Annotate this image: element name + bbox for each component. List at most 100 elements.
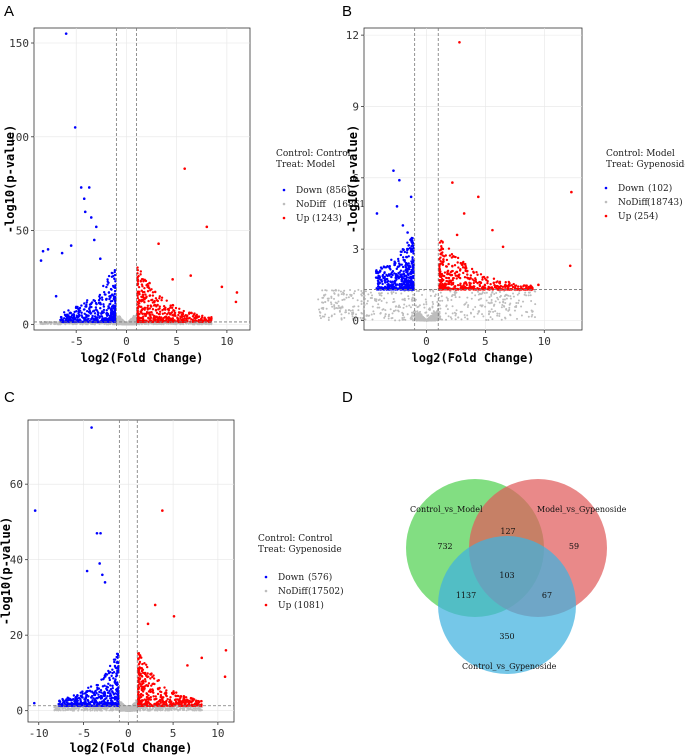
up-point — [447, 286, 450, 289]
up-point — [146, 285, 149, 289]
nodiff-point — [363, 294, 366, 297]
up-point — [203, 317, 206, 320]
x-axis-ticks: -5 0 5 10 — [70, 330, 234, 348]
down-point — [407, 273, 410, 277]
y-tick-label: 0 — [352, 314, 359, 327]
up-point — [152, 317, 155, 320]
up-outlier — [220, 285, 224, 289]
down-point — [94, 308, 98, 311]
down-point — [387, 273, 391, 276]
nodiff-point — [509, 314, 512, 317]
up-point — [512, 282, 515, 286]
nodiff-point — [401, 298, 404, 301]
nodiff-point — [409, 306, 412, 309]
nodiff-point — [394, 305, 397, 308]
up-point — [460, 263, 463, 266]
nodiff-point — [379, 311, 382, 314]
nodiff-point — [482, 315, 485, 318]
down-point — [83, 318, 86, 322]
up-point — [181, 312, 184, 316]
legend-down-count: (856) — [326, 185, 350, 196]
up-point — [439, 282, 442, 286]
up-point — [146, 311, 149, 315]
up-point — [165, 317, 169, 320]
down-point — [107, 307, 110, 310]
down-point — [390, 275, 393, 279]
up-point — [180, 315, 184, 319]
nodiff-point — [319, 317, 322, 320]
up-point — [160, 296, 164, 299]
nodiff-point — [502, 305, 505, 308]
nodiff-point — [364, 290, 367, 293]
up-point — [439, 256, 442, 259]
up-point — [474, 280, 478, 284]
down-outlier — [41, 249, 45, 253]
nodiff-point — [529, 294, 532, 297]
nodiff-point — [386, 292, 389, 295]
down-point — [80, 311, 83, 314]
nodiff-point — [330, 314, 333, 317]
up-point — [455, 277, 458, 280]
nodiff-point — [343, 316, 346, 319]
nodiff-point — [341, 305, 344, 308]
down-point — [110, 305, 114, 308]
up-point — [151, 307, 155, 311]
nodiff-point — [351, 309, 354, 312]
legend-down-marker — [282, 188, 286, 192]
up-point — [444, 254, 448, 257]
down-point — [113, 277, 116, 281]
up-point — [457, 266, 460, 269]
down-point — [93, 309, 96, 312]
down-point — [86, 318, 89, 321]
nodiff-point — [367, 293, 370, 296]
down-point — [104, 293, 107, 296]
legend-up-marker — [282, 216, 286, 220]
down-point — [97, 299, 101, 302]
nodiff-point — [347, 296, 350, 299]
nodiff-point — [505, 297, 508, 300]
down-point — [108, 314, 112, 318]
nodiff-point — [496, 314, 499, 317]
up-point — [140, 283, 144, 286]
nodiff-point — [495, 291, 498, 294]
up-point — [158, 310, 162, 313]
nodiff-point — [43, 322, 46, 325]
down-point — [111, 271, 114, 275]
down-point — [405, 255, 409, 259]
down-point — [110, 310, 113, 313]
up-point — [155, 299, 159, 302]
nodiff-point — [444, 312, 447, 315]
nodiff-point — [509, 295, 512, 298]
down-point — [77, 310, 80, 313]
up-point — [459, 282, 462, 285]
down-point — [95, 302, 98, 306]
nodiff-point — [343, 289, 346, 292]
up-point — [185, 317, 188, 320]
up-point — [136, 278, 140, 282]
down-point — [85, 301, 88, 304]
down-point — [399, 273, 402, 277]
nodiff-point — [417, 305, 420, 308]
up-point — [185, 314, 189, 318]
down-point — [114, 280, 117, 283]
up-point — [141, 307, 144, 310]
down-point — [394, 284, 398, 287]
nodiff-point — [403, 316, 406, 319]
up-point — [157, 308, 160, 311]
up-point — [439, 278, 443, 282]
nodiff-point — [445, 304, 448, 307]
up-point — [136, 266, 139, 269]
down-point — [400, 263, 403, 266]
down-point — [403, 250, 406, 254]
nodiff-point — [513, 309, 516, 312]
nodiff-point — [383, 297, 386, 300]
down-outlier — [393, 262, 396, 265]
nodiff-point — [359, 316, 362, 319]
nodiff-point — [415, 290, 418, 293]
nodiff-point — [426, 314, 429, 317]
down-point — [111, 299, 114, 303]
down-point — [401, 273, 404, 276]
nodiff-point — [527, 315, 530, 318]
up-point — [472, 271, 476, 274]
nodiff-point — [467, 304, 470, 307]
